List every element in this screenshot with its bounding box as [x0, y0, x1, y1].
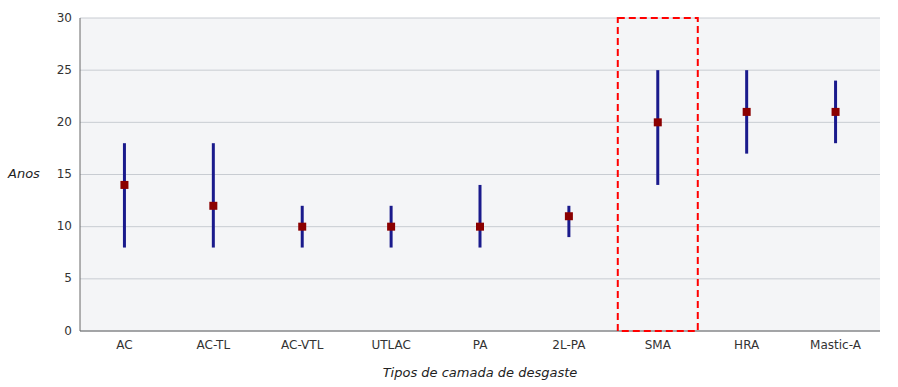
- plot-background: [80, 18, 880, 331]
- y-tick-label: 0: [64, 324, 72, 338]
- y-tick-label: 25: [57, 63, 72, 77]
- median-marker: [654, 118, 662, 126]
- range-line: [567, 206, 570, 237]
- x-tick-label: AC: [116, 338, 132, 352]
- median-marker: [832, 108, 840, 116]
- grid-line: [80, 278, 880, 279]
- grid: [80, 18, 880, 331]
- y-tick-label: 5: [64, 271, 72, 285]
- median-marker: [387, 223, 395, 231]
- x-tick-label: HRA: [734, 338, 760, 352]
- chart-svg: 0 5 10 15 20 25 30 AC AC-TL AC-VTL UTLAC PA 2L-PA SMA…: [0, 0, 898, 387]
- x-tick-label: UTLAC: [371, 338, 410, 352]
- range-line: [479, 185, 482, 248]
- y-axis-label: Anos: [7, 166, 40, 181]
- median-marker: [743, 108, 751, 116]
- y-tick-label: 30: [57, 11, 72, 25]
- x-tick-label: 2L-PA: [552, 338, 586, 352]
- grid-line: [80, 174, 880, 175]
- data-marks: [120, 70, 839, 247]
- chart-container: 0 5 10 15 20 25 30 AC AC-TL AC-VTL UTLAC PA 2L-PA SMA…: [0, 0, 898, 387]
- grid-line: [80, 18, 880, 19]
- y-tick-label: 20: [57, 115, 72, 129]
- range-line: [212, 143, 215, 247]
- median-marker: [209, 202, 217, 210]
- median-marker: [298, 223, 306, 231]
- grid-line: [80, 122, 880, 123]
- grid-line: [80, 331, 880, 332]
- x-tick-label: PA: [473, 338, 488, 352]
- median-marker: [476, 223, 484, 231]
- y-tick-label: 10: [57, 219, 72, 233]
- y-tick-label: 15: [57, 167, 72, 181]
- range-line: [656, 70, 659, 185]
- x-tick-label: SMA: [645, 338, 672, 352]
- x-axis-line: [80, 331, 880, 332]
- y-axis-line: [80, 18, 81, 331]
- x-tick-label: AC-VTL: [281, 338, 324, 352]
- grid-line: [80, 70, 880, 71]
- range-line: [123, 143, 126, 247]
- x-tick-label: AC-TL: [197, 338, 231, 352]
- median-marker: [565, 212, 573, 220]
- x-axis-label: Tipos de camada de desgaste: [383, 365, 578, 380]
- median-marker: [120, 181, 128, 189]
- highlight-box: [618, 18, 698, 331]
- x-tick-label: Mastic-A: [810, 338, 862, 352]
